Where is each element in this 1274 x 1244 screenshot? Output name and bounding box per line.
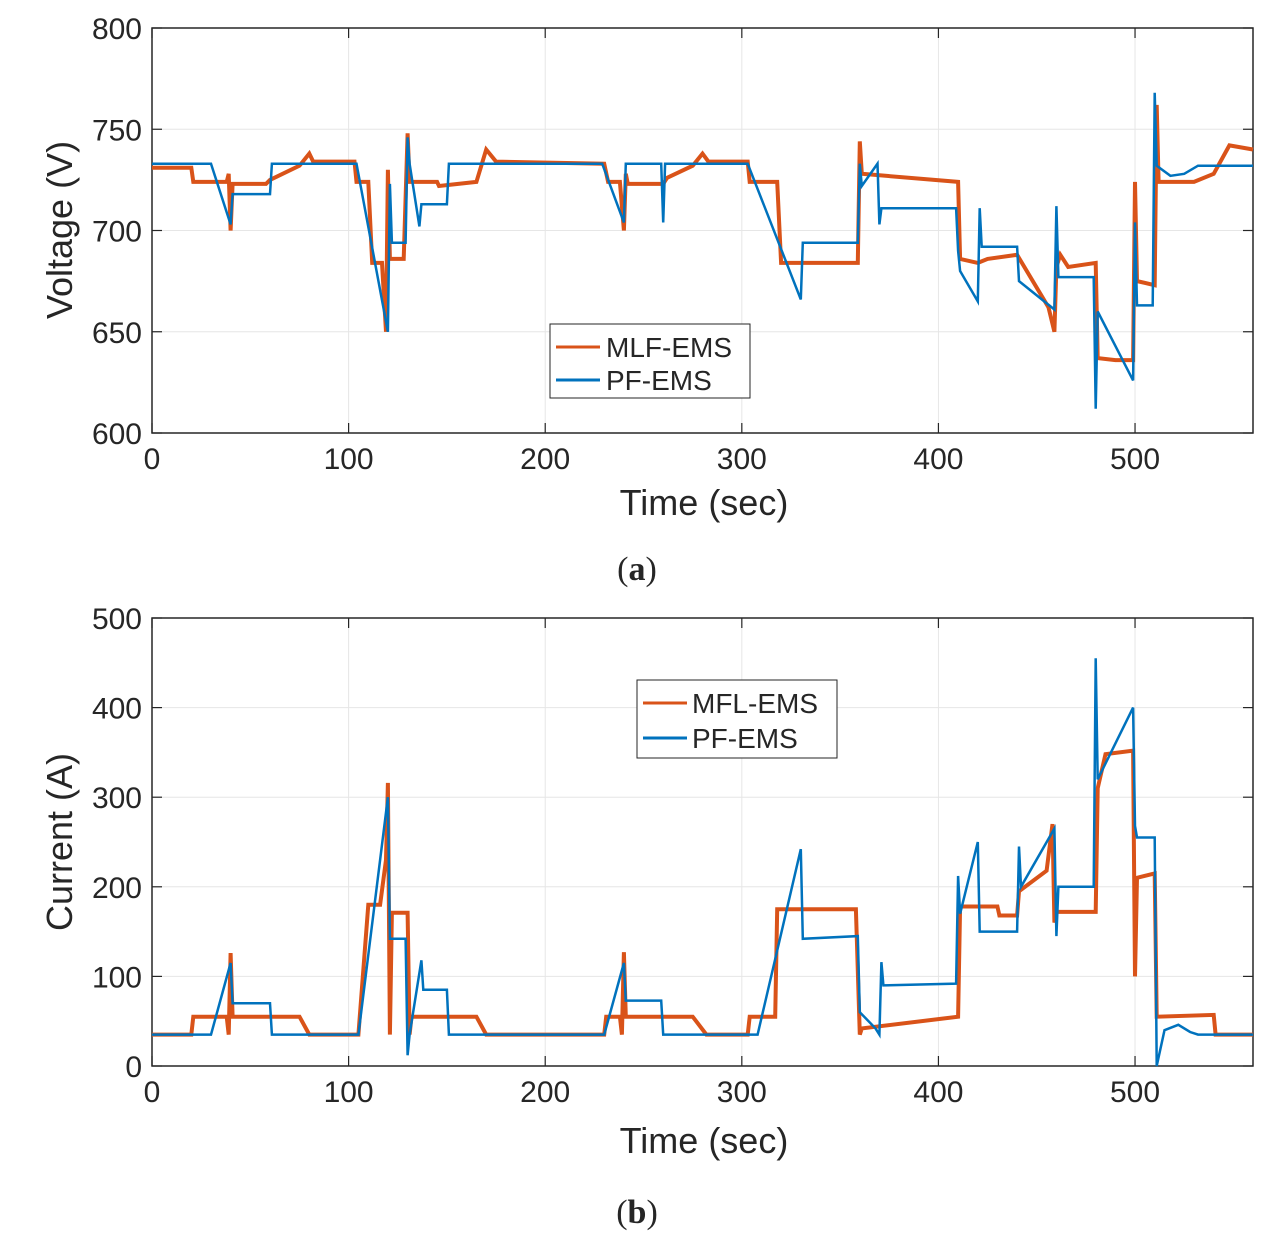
voltage-series bbox=[152, 92, 1254, 409]
voltage-x-tick-label: 0 bbox=[144, 443, 161, 476]
current-legend-box bbox=[636, 679, 838, 759]
voltage-panel-letter: a bbox=[629, 551, 646, 588]
voltage-y-tick-label: 600 bbox=[92, 418, 142, 451]
current-legend-label-pf-ems: PF-EMS bbox=[692, 723, 798, 754]
voltage-y-tick-label: 750 bbox=[92, 114, 142, 147]
voltage-legend-label-pf-ems: PF-EMS bbox=[606, 365, 712, 396]
current-panel-caption: (b) bbox=[616, 1194, 658, 1231]
current-series bbox=[152, 658, 1253, 1067]
voltage-x-tick-label: 200 bbox=[520, 443, 570, 476]
current-x-tick-label: 300 bbox=[717, 1076, 767, 1109]
current-legend: MFL-EMS PF-EMS bbox=[636, 679, 838, 759]
voltage-x-tick-label: 300 bbox=[717, 443, 767, 476]
voltage-chart: 0 100 200 300 400 500 600 650 700 750 800 Time (s… bbox=[39, 13, 1254, 588]
voltage-y-tick-label: 800 bbox=[92, 13, 142, 46]
current-plot-area bbox=[151, 617, 1254, 1067]
current-series-pf-ems bbox=[152, 658, 1253, 1067]
current-legend-label-mfl-ems: MFL-EMS bbox=[692, 688, 818, 719]
current-x-tick-label: 200 bbox=[520, 1076, 570, 1109]
current-y-tick-label: 300 bbox=[92, 782, 142, 815]
voltage-x-tick-label: 100 bbox=[324, 443, 374, 476]
voltage-x-tick-label: 500 bbox=[1110, 443, 1160, 476]
voltage-y-axis-label: Voltage (V) bbox=[39, 141, 80, 319]
voltage-legend-label-mlf-ems: MLF-EMS bbox=[606, 332, 732, 363]
current-x-ticks: 0 100 200 300 400 500 bbox=[144, 618, 1160, 1109]
voltage-x-tick-label: 400 bbox=[913, 443, 963, 476]
current-x-tick-label: 400 bbox=[913, 1076, 963, 1109]
voltage-series-pf-ems bbox=[152, 92, 1253, 409]
current-x-tick-label: 500 bbox=[1110, 1076, 1160, 1109]
current-panel-letter: b bbox=[628, 1194, 647, 1231]
current-y-tick-label: 500 bbox=[92, 603, 142, 636]
voltage-x-ticks: 0 100 200 300 400 500 bbox=[144, 28, 1160, 476]
voltage-legend-box bbox=[549, 323, 751, 399]
current-y-tick-label: 100 bbox=[92, 961, 142, 994]
current-x-axis-label: Time (sec) bbox=[620, 1120, 789, 1161]
voltage-panel-caption: (a) bbox=[617, 551, 657, 588]
voltage-legend: MLF-EMS PF-EMS bbox=[549, 323, 751, 399]
current-series-mfl-ems bbox=[152, 748, 1253, 1037]
current-y-axis-label: Current (A) bbox=[39, 753, 80, 931]
current-y-tick-label: 0 bbox=[125, 1051, 142, 1084]
current-x-tick-label: 100 bbox=[324, 1076, 374, 1109]
voltage-x-axis-label: Time (sec) bbox=[620, 482, 789, 523]
current-y-tick-label: 400 bbox=[92, 693, 142, 726]
voltage-series-mlf-ems bbox=[152, 104, 1254, 363]
voltage-y-tick-label: 650 bbox=[92, 317, 142, 350]
current-y-ticks: 0 100 200 300 400 500 bbox=[92, 603, 1253, 1084]
voltage-y-ticks: 600 650 700 750 800 bbox=[92, 13, 1253, 451]
current-y-tick-label: 200 bbox=[92, 872, 142, 905]
voltage-y-tick-label: 700 bbox=[92, 216, 142, 249]
current-x-tick-label: 0 bbox=[144, 1076, 161, 1109]
current-chart: 0 100 200 300 400 500 0 100 200 300 400 500 Time (… bbox=[39, 603, 1254, 1231]
